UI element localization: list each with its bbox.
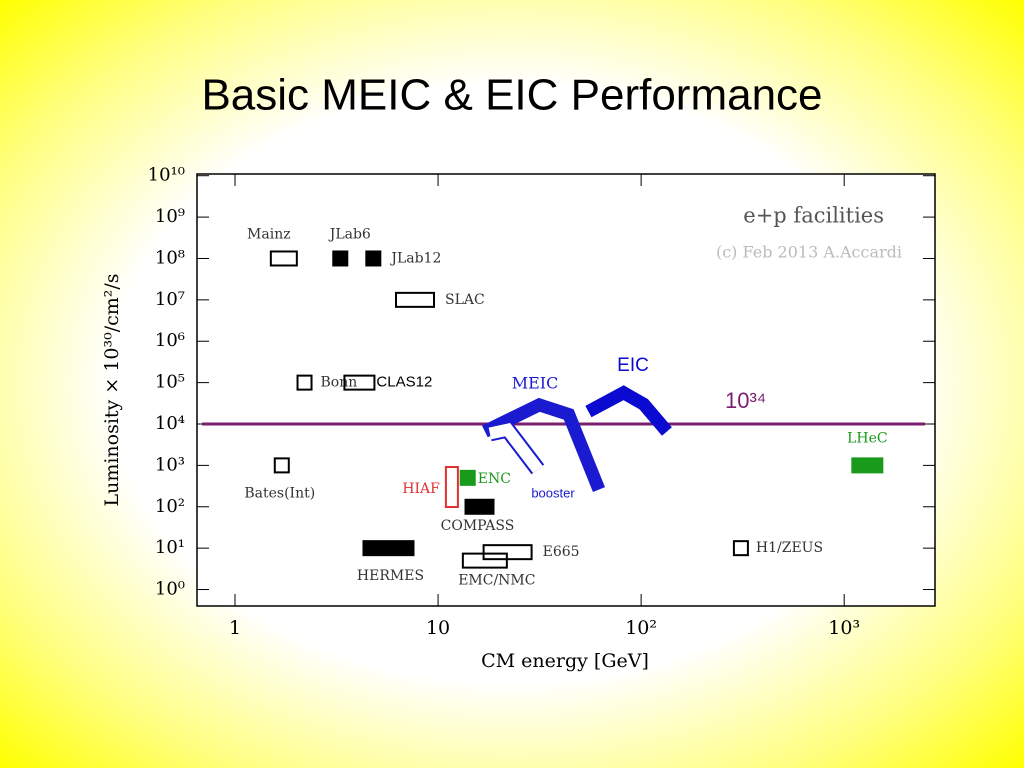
facility-marker [365, 250, 382, 267]
facility-marker [851, 457, 884, 474]
y-tick-label: 10⁷ [155, 289, 185, 310]
facility-label: HERMES [357, 568, 424, 584]
facility-label: JLab6 [328, 226, 371, 242]
facility-marker [332, 250, 349, 267]
y-tick-label: 10⁵ [155, 372, 185, 393]
reference-label: 10³⁴ [725, 388, 766, 413]
facility-label: EMC/NMC [458, 573, 535, 589]
plot-frame [196, 173, 936, 607]
y-tick-label: 10¹⁰ [148, 165, 185, 186]
facility-marker [296, 374, 313, 391]
facility-label: Mainz [247, 226, 291, 242]
facility-marker [464, 498, 495, 515]
curve-inner [488, 422, 543, 474]
curve [585, 385, 672, 436]
slide-title: Basic MEIC & EIC Performance [201, 71, 822, 120]
facility-label: E665 [543, 544, 580, 560]
annotation: e+p facilities [743, 204, 884, 228]
facility-marker [395, 291, 436, 308]
facility-label: SLAC [445, 292, 485, 308]
facility-label: JLab12 [389, 250, 441, 266]
x-tick-label: 1 [229, 617, 241, 639]
facility-marker [732, 540, 749, 557]
curve [482, 397, 605, 493]
facility-marker [444, 466, 459, 509]
annotation: (c) Feb 2013 A.Accardi [716, 243, 902, 262]
facility-marker [269, 250, 298, 267]
x-tick-label: 10² [625, 617, 657, 639]
facility-label: ENC [478, 471, 511, 487]
facility-label: H1/ZEUS [756, 540, 823, 556]
facility-label: COMPASS [441, 518, 515, 534]
facility-marker [362, 540, 415, 557]
y-tick-label: 10⁸ [155, 247, 185, 268]
curve-label: EIC [617, 355, 649, 376]
x-tick-label: 10 [426, 617, 450, 639]
facility-label: HIAF [402, 481, 440, 497]
facility-label: LHeC [847, 430, 888, 446]
facility-label: Bonn [321, 375, 358, 391]
facility-marker [461, 552, 508, 569]
y-tick-label: 10⁰ [155, 579, 185, 600]
facility-label: CLAS12 [376, 374, 432, 391]
y-tick-label: 10⁹ [155, 206, 185, 227]
y-tick-label: 10⁴ [155, 413, 185, 434]
curve-label: booster [531, 485, 575, 500]
y-axis-label: Luminosity × 10³⁰/cm²/s [101, 273, 123, 506]
y-tick-label: 10³ [155, 454, 185, 475]
y-tick-label: 10¹ [155, 537, 185, 558]
y-tick-label: 10² [155, 496, 185, 517]
y-tick-label: 10⁶ [155, 330, 185, 351]
facility-label: Bates(Int) [244, 485, 315, 501]
facility-marker [459, 469, 476, 486]
facility-marker [273, 457, 290, 474]
x-axis-label: CM energy [GeV] [481, 650, 649, 672]
facility-marker [343, 374, 376, 391]
x-tick-label: 10³ [828, 617, 860, 639]
curve-label: MEIC [512, 374, 559, 393]
